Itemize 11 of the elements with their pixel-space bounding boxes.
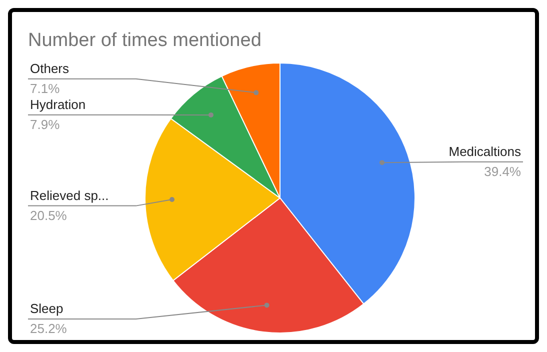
slice-label: Medicaltions — [448, 144, 522, 159]
data-label: 7.9% — [30, 116, 60, 132]
slice-label: Hydration — [30, 96, 86, 112]
data-label: 7.1% — [30, 80, 60, 96]
data-label: 20.5% — [30, 208, 68, 223]
data-label: 25.2% — [30, 321, 68, 336]
data-label: 39.4% — [484, 164, 522, 179]
slice-label: Relieved sp... — [30, 188, 109, 203]
slice-label: Others — [30, 60, 70, 76]
slice-label: Sleep — [30, 301, 64, 316]
chart-title: Number of times mentioned — [28, 30, 262, 51]
